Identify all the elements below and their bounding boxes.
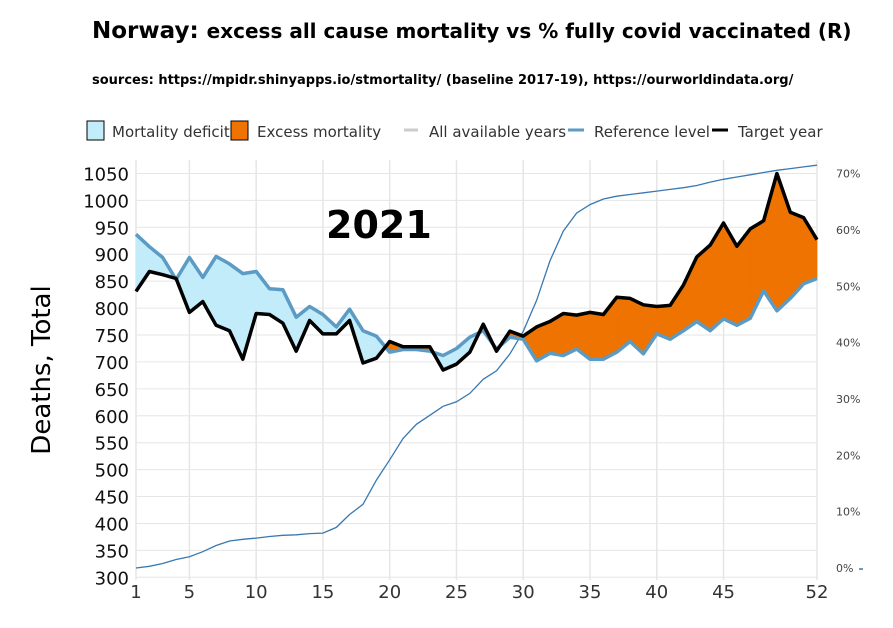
right-tick-label: 10% bbox=[836, 506, 860, 519]
x-axis-ticks: 1 5 10 15 20 25 30 35 40 45 52 bbox=[130, 582, 828, 603]
deficit-area bbox=[282, 289, 297, 352]
y-axis-label: Deaths, Total bbox=[27, 285, 57, 454]
legend: Mortality deficit Excess mortality All a… bbox=[86, 120, 823, 141]
legend-allyears-label: All available years bbox=[429, 123, 566, 141]
y-tick-label: 350 bbox=[95, 541, 129, 562]
right-tick-label: 40% bbox=[836, 337, 860, 350]
y-tick-label: 800 bbox=[95, 299, 129, 320]
y-tick-label: 500 bbox=[95, 461, 129, 482]
x-tick-label: 40 bbox=[645, 582, 668, 603]
right-tick-label: 20% bbox=[836, 449, 860, 462]
year-annotation: 2021 bbox=[326, 203, 432, 247]
title-subtitle: excess all cause mortality vs % fully co… bbox=[206, 19, 852, 43]
x-tick-label: 30 bbox=[512, 582, 535, 603]
chart-title: Norway: excess all cause mortality vs % … bbox=[92, 18, 852, 44]
legend-deficit-label: Mortality deficit bbox=[112, 123, 230, 141]
y-tick-label: 550 bbox=[95, 434, 129, 455]
y-tick-label: 1050 bbox=[83, 164, 129, 185]
y-tick-label: 900 bbox=[95, 245, 129, 266]
y-axis-ticks: 300 350 400 450 500 550 600 650 700 750 800 850 900 9… bbox=[83, 164, 129, 589]
right-tick-label: 60% bbox=[836, 224, 860, 237]
deficit-area bbox=[215, 255, 230, 332]
x-tick-label: 35 bbox=[579, 582, 602, 603]
legend-excess-swatch bbox=[230, 120, 249, 141]
y-tick-label: 1000 bbox=[83, 191, 129, 212]
y-tick-label: 850 bbox=[95, 272, 129, 293]
y-tick-label: 700 bbox=[95, 353, 129, 374]
title-country: Norway: bbox=[92, 18, 199, 44]
sources-text: sources: https://mpidr.shinyapps.io/stmo… bbox=[92, 73, 794, 88]
x-tick-label: 45 bbox=[712, 582, 735, 603]
y-tick-label: 950 bbox=[95, 218, 129, 239]
vaccination-line bbox=[135, 164, 818, 569]
target-year-line bbox=[134, 171, 819, 372]
legend-excess-label: Excess mortality bbox=[257, 123, 381, 141]
right-tick-label: 30% bbox=[836, 393, 860, 406]
excess-area bbox=[589, 312, 604, 360]
x-tick-label: 1 bbox=[130, 582, 141, 603]
x-tick-label: 52 bbox=[806, 582, 829, 603]
legend-target-label: Target year bbox=[737, 123, 823, 141]
right-axis-ticks: 0% 10% 20% 30% 40% 50% 60% 70% bbox=[836, 168, 863, 575]
y-tick-label: 650 bbox=[95, 380, 129, 401]
x-tick-label: 15 bbox=[311, 582, 334, 603]
reference-level-line bbox=[134, 233, 818, 363]
excess-area bbox=[696, 244, 711, 332]
legend-deficit-swatch bbox=[86, 120, 105, 141]
right-tick-label: 50% bbox=[836, 280, 860, 293]
y-tick-label: 600 bbox=[95, 407, 129, 428]
series-lines bbox=[134, 164, 819, 569]
x-tick-label: 5 bbox=[184, 582, 195, 603]
excess-area bbox=[723, 221, 738, 326]
y-tick-label: 300 bbox=[95, 568, 129, 589]
right-tick-label: 70% bbox=[836, 168, 860, 181]
y-tick-label: 450 bbox=[95, 488, 129, 509]
right-tick-label: 0% bbox=[836, 562, 853, 575]
y-tick-label: 750 bbox=[95, 326, 129, 347]
grid bbox=[135, 160, 818, 580]
legend-reference-label: Reference level bbox=[594, 123, 710, 141]
x-tick-label: 20 bbox=[378, 582, 401, 603]
x-tick-label: 10 bbox=[245, 582, 268, 603]
x-tick-label: 25 bbox=[445, 582, 468, 603]
y-tick-label: 400 bbox=[95, 514, 129, 535]
